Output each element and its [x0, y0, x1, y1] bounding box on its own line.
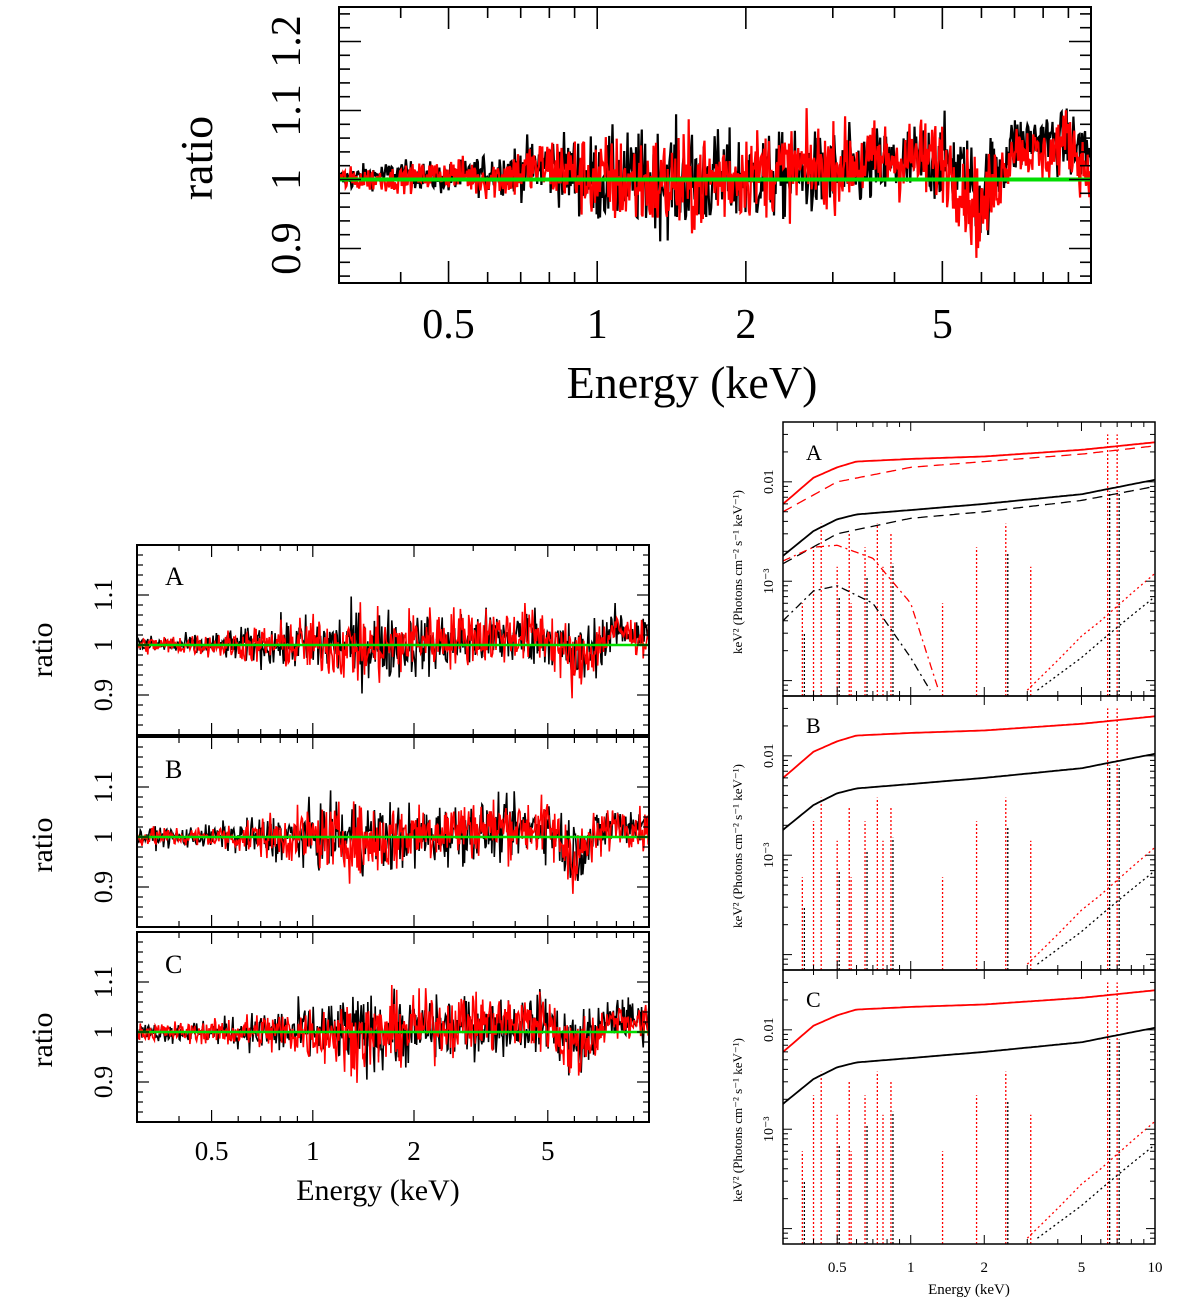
- ratio-y-tick-label: 1: [89, 1026, 118, 1039]
- ratio-y-tick-label: 1: [89, 639, 118, 652]
- model-curve-solid: [783, 989, 1155, 1053]
- ratio-y-tick-label: 1: [89, 831, 118, 844]
- model-x-tick-label: 5: [1078, 1260, 1086, 1276]
- top-plot-frame: [338, 6, 1092, 284]
- model-curve-dotted: [1037, 870, 1155, 965]
- model-curve-dashdot: [783, 585, 931, 691]
- top-x-tick-labels: 0.5 1 2 5: [422, 302, 953, 348]
- model-y-tick-label: 0.01: [762, 1018, 777, 1043]
- model-x-tick-label: 0.5: [828, 1260, 847, 1276]
- top-y-axis-label: ratio: [171, 116, 222, 200]
- ratio-y-tick-label: 0.9: [89, 679, 118, 712]
- top-y-tick-label: 1: [264, 169, 310, 190]
- ratio-panel-b-letter: B: [165, 755, 182, 784]
- top-y-tick-label: 0.9: [264, 222, 310, 275]
- model-panel-a-letter: A: [806, 440, 822, 465]
- ratio-panel-a-frame: [136, 544, 650, 736]
- model-curve-dashed: [783, 445, 1155, 513]
- model-x-tick-labels: 0.5 1 2 5 10: [828, 1260, 1163, 1276]
- ratio-panel-c-y-axis-label: ratio: [26, 1013, 59, 1068]
- model-panel-b-letter: B: [806, 713, 821, 738]
- model-panel-a-data: [783, 434, 1155, 696]
- model-panel-a-y-axis-label: keV² (Photons cm⁻² s⁻¹ keV⁻¹): [730, 490, 745, 654]
- ratio-panels: 0.9 1 1.1 0.9 1 1.1 0.9 1 1.1 0.5 1 2 5 A B C ratio…: [26, 544, 650, 1207]
- model-curve-solid: [783, 752, 1155, 831]
- ratio-y-tick-label: 1.1: [89, 771, 118, 804]
- top-x-axis-label: Energy (keV): [567, 357, 818, 408]
- ratio-x-tick-labels: 0.5 1 2 5: [195, 1136, 555, 1166]
- ratio-y-tick-label: 0.9: [89, 1066, 118, 1099]
- top-y-tick-label: 1.1: [264, 84, 310, 137]
- model-curve-dotted: [1037, 1144, 1155, 1239]
- model-x-tick-label: 1: [907, 1260, 915, 1276]
- ratio-panel-b-data: [137, 790, 649, 894]
- ratio-x-tick-label: 0.5: [195, 1136, 229, 1166]
- top-x-tick-label: 1: [587, 302, 608, 348]
- ratio-panel-c-letter: C: [165, 950, 182, 979]
- model-x-tick-label: 10: [1148, 1260, 1163, 1276]
- model-curve-solid: [783, 441, 1155, 505]
- ratio-panel-c-series-red: [137, 984, 649, 1083]
- model-panel-c-data: [783, 982, 1155, 1244]
- model-curve-solid: [783, 1026, 1155, 1105]
- top-x-tick-label: 5: [932, 302, 953, 348]
- ratio-panel-a-data: [137, 596, 649, 699]
- model-ticks: [782, 421, 1156, 1245]
- ratio-panel-b-y-axis-label: ratio: [26, 818, 59, 873]
- ratio-x-axis-label: Energy (keV): [296, 1174, 460, 1207]
- model-panel-c-y-axis-label: keV² (Photons cm⁻² s⁻¹ keV⁻¹): [730, 1038, 745, 1202]
- model-y-tick-label: 0.01: [762, 470, 777, 495]
- ratio-x-tick-label: 2: [407, 1136, 421, 1166]
- top-x-tick-label: 2: [735, 302, 756, 348]
- model-y-tick-label: 10⁻³: [762, 568, 777, 594]
- model-panel-b-data: [783, 708, 1155, 970]
- model-curve-dashdot: [783, 544, 940, 691]
- model-curve-solid: [783, 715, 1155, 779]
- ratio-y-tick-label: 0.9: [89, 871, 118, 904]
- model-curve-dashed: [783, 485, 1155, 565]
- model-y-tick-label: 10⁻³: [762, 1116, 777, 1142]
- ratio-panel-c-data: [137, 984, 649, 1083]
- model-curve-dotted: [1026, 572, 1155, 691]
- model-curve-solid: [783, 478, 1155, 557]
- model-y-tick-label: 10⁻³: [762, 842, 777, 868]
- model-panel-b-y-axis-label: keV² (Photons cm⁻² s⁻¹ keV⁻¹): [730, 764, 745, 928]
- ratio-ticks: [136, 544, 650, 1123]
- ratio-y-tick-label: 1.1: [89, 966, 118, 999]
- top-y-tick-label: 1.2: [264, 15, 310, 68]
- model-panel-c-letter: C: [806, 987, 821, 1012]
- model-y-tick-label: 0.01: [762, 744, 777, 769]
- top-ratio-plot: 0.5 1 2 5 0.9 1 1.1 1.2 Energy (keV) ratio: [171, 6, 1092, 408]
- model-panel-c-frame: [782, 969, 1156, 1245]
- ratio-panel-a-y-axis-label: ratio: [26, 623, 59, 678]
- ratio-panel-b-frame: [136, 736, 650, 928]
- ratio-unity-lines: [137, 643, 649, 1034]
- top-ticks: [338, 7, 1092, 283]
- top-x-tick-label: 0.5: [422, 302, 475, 348]
- ratio-x-tick-label: 1: [306, 1136, 320, 1166]
- ratio-panel-c-frame: [136, 931, 650, 1123]
- ratio-y-tick-label: 1.1: [89, 579, 118, 612]
- ratio-panel-a-series-red: [137, 602, 649, 699]
- model-x-tick-label: 2: [981, 1260, 989, 1276]
- ratio-panel-a-letter: A: [165, 562, 184, 591]
- model-curve-dotted: [1037, 596, 1155, 691]
- ratio-x-tick-label: 5: [541, 1136, 555, 1166]
- top-y-tick-labels: 0.9 1 1.1 1.2: [264, 15, 310, 275]
- model-curve-dotted: [1026, 1120, 1155, 1239]
- model-y-tick-labels: 0.01 10⁻³ 0.01 10⁻³ 0.01 10⁻³: [762, 470, 777, 1142]
- model-x-axis-label: Energy (keV): [928, 1282, 1010, 1298]
- ratio-y-tick-labels: 0.9 1 1.1 0.9 1 1.1 0.9 1 1.1: [89, 579, 118, 1099]
- top-ratio-data: [339, 108, 1091, 258]
- model-curve-dotted: [1026, 846, 1155, 965]
